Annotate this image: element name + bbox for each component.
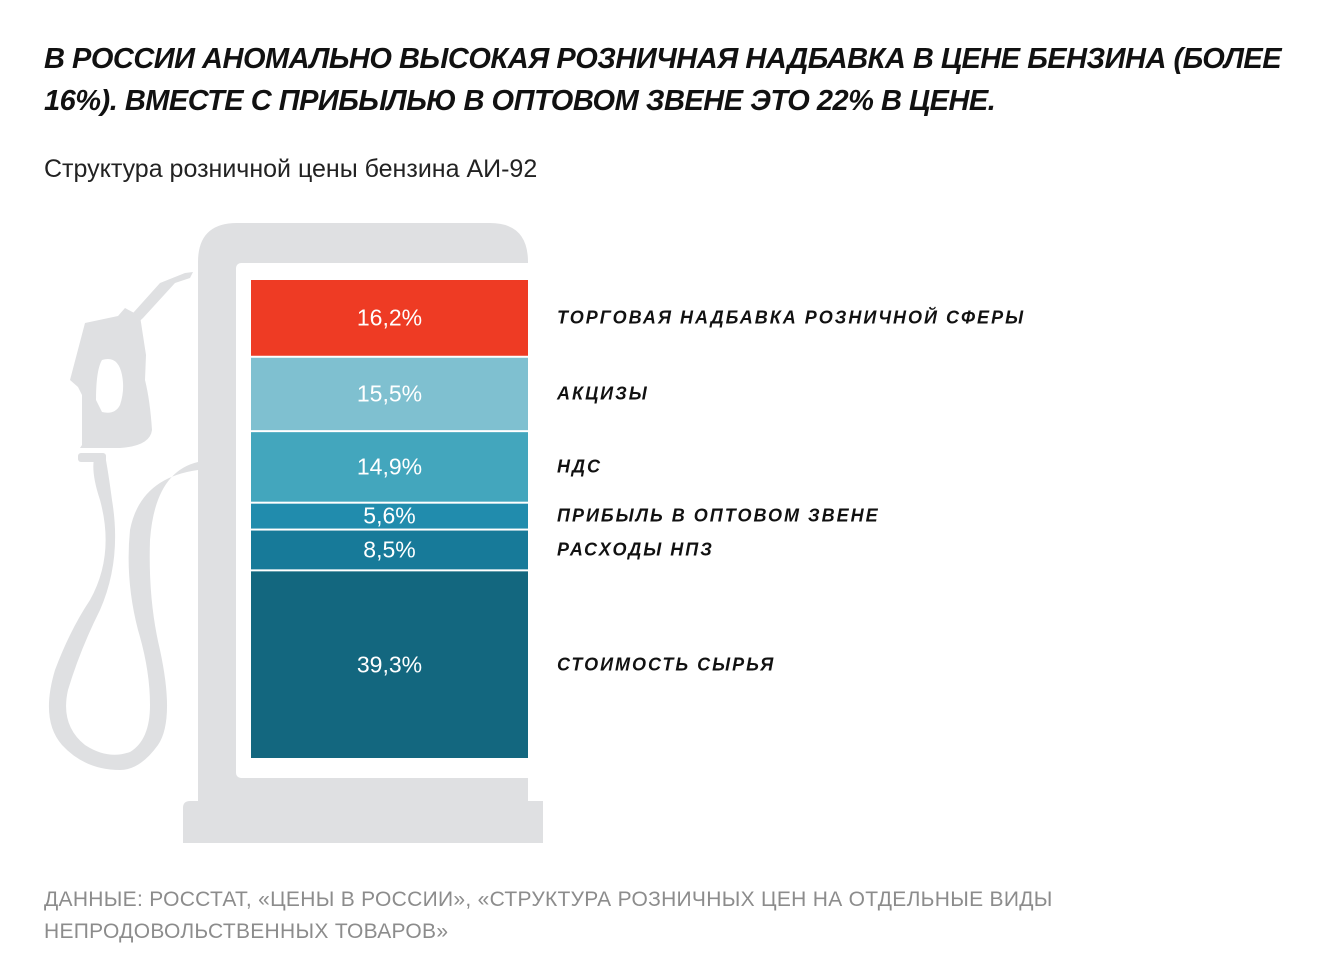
segment-value-label: 15,5% — [356, 380, 423, 407]
bar-segment — [251, 357, 528, 431]
chart-title: В РОССИИ АНОМАЛЬНО ВЫСОКАЯ РОЗНИЧНАЯ НАД… — [44, 43, 1282, 117]
segment-value-label: 14,9% — [356, 453, 423, 480]
segment-value-label: 39,3% — [356, 651, 423, 678]
segment-category-label: ТОРГОВАЯ НАДБАВКА РОЗНИЧНОЙ СФЕРЫ — [557, 307, 1026, 328]
segment-category-label: АКЦИЗЫ — [557, 383, 649, 404]
segment-value-label: 8,5% — [363, 536, 416, 563]
bar-segment — [251, 503, 528, 529]
bar-segment — [251, 571, 528, 758]
segment-category-label: РАСХОДЫ НПЗ — [557, 539, 714, 560]
segment-category-label: ПРИБЫЛЬ В ОПТОВОМ ЗВЕНЕ — [557, 505, 880, 526]
data-source-note: ДАННЫЕ: РОССТАТ, «ЦЕНЫ В РОССИИ», «СТРУК… — [44, 888, 1053, 943]
bar-segment — [251, 280, 528, 356]
segment-value-label: 16,2% — [356, 304, 423, 331]
bar-segment — [251, 432, 528, 502]
segment-value-label: 5,6% — [363, 502, 416, 529]
segment-category-label: НДС — [557, 456, 602, 477]
bar-segment — [251, 530, 528, 570]
chart-subtitle: Структура розничной цены бензина АИ-92 — [44, 155, 538, 183]
segment-category-label: СТОИМОСТЬ СЫРЬЯ — [557, 654, 776, 675]
